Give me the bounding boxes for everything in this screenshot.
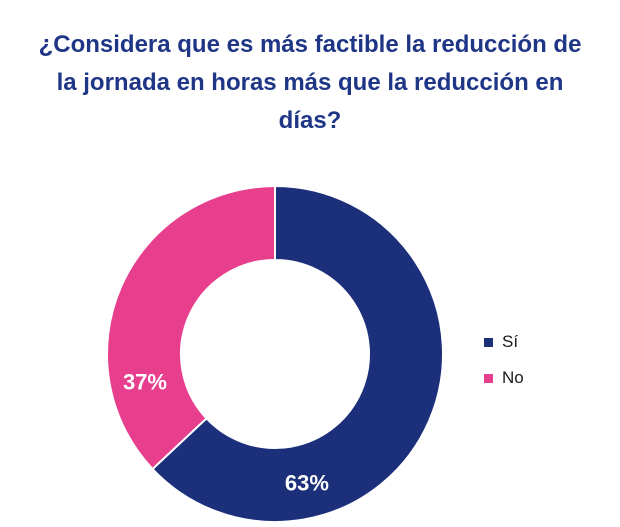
data-label-si: 63% bbox=[285, 471, 329, 496]
donut-labels: 63% 37% bbox=[123, 369, 329, 495]
title-line-2: la jornada en horas más que la reducción… bbox=[56, 69, 564, 96]
legend-item-si: Sí bbox=[484, 332, 524, 352]
title-line-3: días? bbox=[278, 107, 342, 134]
legend-label-si: Sí bbox=[502, 332, 519, 351]
legend-swatch-si bbox=[484, 337, 493, 347]
legend: Sí No bbox=[484, 332, 524, 404]
donut-slice-no bbox=[106, 184, 276, 471]
chart-title: ¿Considera que es más factible la reducc… bbox=[20, 26, 600, 140]
legend-swatch-no bbox=[484, 373, 493, 383]
legend-label-no: No bbox=[502, 368, 524, 387]
title-line-1: ¿Considera que es más factible la reducc… bbox=[38, 31, 582, 58]
legend-item-no: No bbox=[484, 368, 524, 388]
donut-slices bbox=[106, 184, 444, 523]
data-label-no: 37% bbox=[123, 369, 167, 394]
donut-slice-si bbox=[151, 184, 444, 523]
